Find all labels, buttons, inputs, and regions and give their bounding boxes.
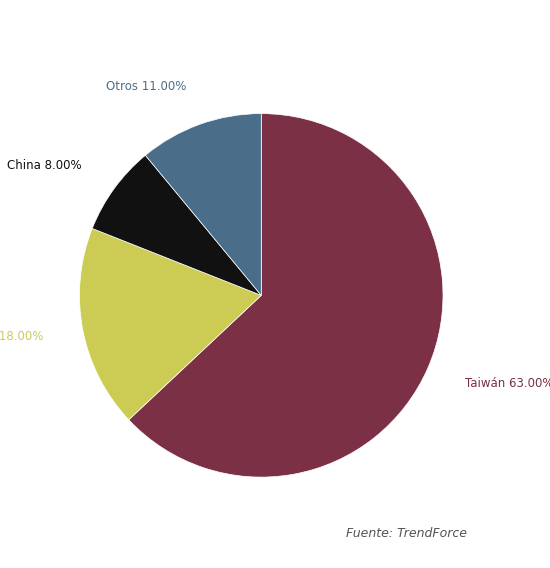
Text: Taiwán 63.00%: Taiwán 63.00% xyxy=(465,377,550,390)
Wedge shape xyxy=(92,155,261,295)
Text: Fuente: TrendForce: Fuente: TrendForce xyxy=(346,527,468,540)
Text: Otros 11.00%: Otros 11.00% xyxy=(106,80,186,93)
Wedge shape xyxy=(129,114,443,477)
Text: China 8.00%: China 8.00% xyxy=(7,158,82,172)
Wedge shape xyxy=(80,228,261,420)
Text: Corea del Sur 18.00%: Corea del Sur 18.00% xyxy=(0,331,43,344)
Wedge shape xyxy=(145,114,261,295)
